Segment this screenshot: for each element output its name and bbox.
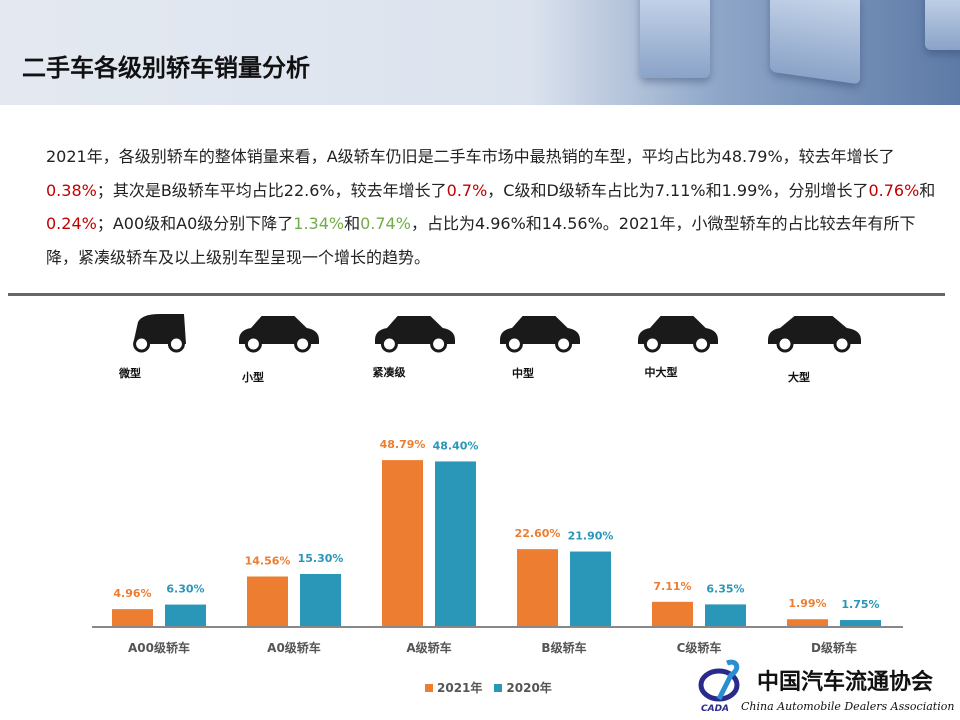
cada-logo: CADA 中国汽车流通协会 China Automobile Dealers A…: [698, 659, 954, 714]
logo-cn: 中国汽车流通协会: [757, 669, 933, 695]
legend-item-2020: 2020年: [494, 679, 552, 696]
data-label: 15.30%: [298, 552, 344, 565]
data-label: 14.56%: [245, 554, 291, 567]
car-type-label: 中型: [512, 367, 534, 380]
decrease-value: 1.34%: [293, 214, 345, 233]
bar-2021: [517, 549, 558, 626]
decrease-value: 0.74%: [360, 214, 411, 233]
car-silhouette-icon: [373, 310, 459, 358]
category-label: B级轿车: [541, 640, 586, 655]
data-label: 6.35%: [706, 582, 744, 595]
car-type-label: 大型: [788, 371, 810, 384]
bar-2020: [435, 461, 476, 626]
legend-swatch: [494, 684, 503, 692]
bar-2020: [300, 573, 341, 626]
text: ，占比为4.96%和14.56%。2021年，小微型轿车的占比较去年有所下降，紧…: [46, 214, 916, 267]
data-label: 48.79%: [380, 438, 426, 451]
legend-swatch: [425, 684, 433, 692]
category-label: A00级轿车: [128, 640, 190, 655]
summary-paragraph: 2021年，各级别轿车的整体销量来看，A级轿车仍旧是二手车市场中最热销的车型，平…: [46, 140, 946, 274]
data-label: 48.40%: [433, 439, 479, 452]
bar-2020: [705, 604, 746, 626]
car-type-label: 微型: [119, 367, 141, 380]
car-type-label: 紧凑级: [372, 366, 406, 379]
legend: 2021年 2020年: [425, 679, 552, 696]
bar-2020: [840, 620, 881, 626]
data-label: 21.90%: [568, 530, 614, 543]
text: 和: [344, 214, 361, 233]
category-label: A级轿车: [406, 640, 451, 655]
car-silhouette-icon: [237, 310, 323, 358]
header-banner: 二手车各级别轿车销量分析: [0, 0, 960, 105]
category-label: C级轿车: [677, 640, 722, 655]
car-silhouette-icon: [498, 310, 584, 358]
bar-2021: [112, 609, 153, 626]
logo-en: China Automobile Dealers Association: [741, 700, 954, 713]
data-label: 1.99%: [788, 597, 826, 610]
legend-item-2021: 2021年: [425, 679, 482, 696]
text: ；A00级和A0级分别下降了: [96, 214, 294, 233]
bar-2021: [787, 619, 828, 626]
car-silhouette-icon: [636, 310, 722, 358]
increase-value: 0.38%: [46, 180, 97, 200]
bar-2021: [382, 460, 423, 626]
data-label: 7.11%: [653, 580, 691, 593]
text: ，C级和D级轿车占比为7.11%和1.99%，分别增长了: [487, 180, 869, 200]
bar-2021: [652, 601, 693, 626]
data-label: 22.60%: [515, 527, 561, 540]
logo-emblem: [716, 659, 740, 701]
car-silhouette-icon: [766, 310, 865, 358]
legend-label: 2021年: [437, 681, 483, 695]
car-type-label: 小型: [242, 371, 264, 384]
bar-2021: [247, 576, 288, 626]
legend-label: 2020年: [506, 681, 552, 695]
data-label: 1.75%: [841, 598, 879, 611]
data-label: 6.30%: [166, 583, 204, 596]
car-silhouette-icon: [130, 310, 192, 358]
increase-value: 0.7%: [446, 180, 488, 200]
text: 和: [919, 180, 936, 200]
divider: [8, 293, 945, 296]
bar-2020: [570, 551, 611, 626]
increase-value: 0.76%: [868, 180, 920, 200]
increase-value: 0.24%: [46, 214, 97, 233]
category-label: A0级轿车: [267, 640, 321, 655]
logo-abbr: CADA: [701, 704, 729, 714]
bar-2020: [165, 604, 206, 626]
page-title: 二手车各级别轿车销量分析: [22, 54, 310, 82]
text: 2021年，各级别轿车的整体销量来看，A级轿车仍旧是二手车市场中最热销的车型，平…: [46, 147, 895, 166]
category-label: D级轿车: [811, 640, 857, 655]
data-label: 4.96%: [113, 587, 151, 600]
decorative-cube: [640, 0, 710, 78]
text: ；其次是B级轿车平均占比22.6%，较去年增长了: [96, 180, 447, 200]
decorative-cube: [925, 0, 960, 50]
car-type-label: 中大型: [644, 366, 678, 379]
